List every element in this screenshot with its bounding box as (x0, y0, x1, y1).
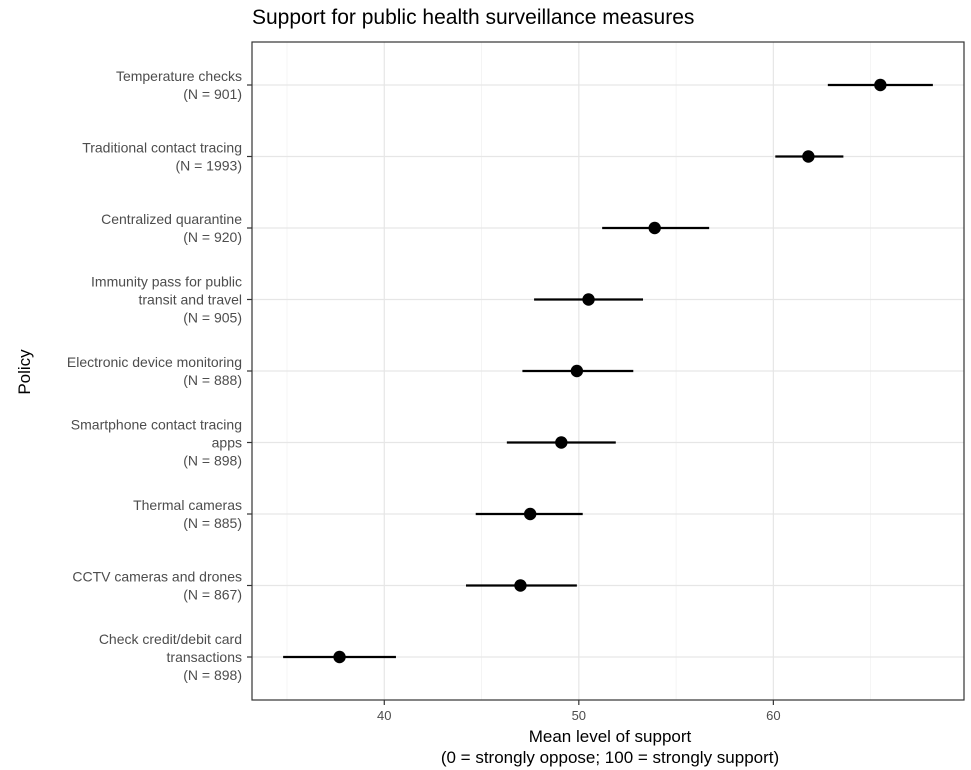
y-tick-label-line: apps (212, 435, 242, 451)
y-tick-label-line: CCTV cameras and drones (72, 569, 242, 585)
mean-point (874, 78, 887, 92)
mean-point (582, 293, 595, 306)
x-axis-label: Mean level of support (0 = strongly oppo… (360, 726, 860, 768)
y-tick-label: Centralized quarantine (N = 920) (101, 211, 242, 245)
mean-point (648, 221, 661, 235)
y-tick-label-line: Temperature checks (116, 68, 242, 84)
y-tick-label: Temperature checks (N = 901) (116, 68, 242, 102)
y-tick-label-line: transactions (167, 649, 242, 665)
plot-title: Support for public health surveillance m… (252, 6, 695, 29)
mean-point (514, 579, 527, 592)
mean-point (523, 507, 537, 521)
x-tick-label: 60 (766, 708, 780, 723)
y-tick-label-line: (N = 901) (183, 86, 242, 102)
y-tick-label-line: (N = 898) (183, 453, 242, 469)
y-tick-label: Check credit/debit card transactions (N = … (99, 631, 242, 683)
y-tick-label-line: Smartphone contact tracing (71, 417, 242, 433)
y-tick-label-line: (N = 1993) (175, 158, 242, 174)
mean-point (802, 150, 815, 163)
y-tick-label-line: (N = 920) (183, 229, 242, 245)
y-tick-label: Thermal cameras (N = 885) (133, 497, 242, 531)
y-tick-label-line: (N = 885) (183, 515, 242, 531)
y-tick-label-line: (N = 888) (183, 372, 242, 388)
y-tick-label: CCTV cameras and drones (N = 867) (72, 569, 242, 603)
y-tick-label-line: Centralized quarantine (101, 211, 242, 227)
y-tick-label-line: (N = 905) (183, 310, 242, 326)
y-tick-label-line: Thermal cameras (133, 497, 242, 513)
y-tick-label: Traditional contact tracing (N = 1993) (82, 140, 242, 174)
mean-point (555, 436, 568, 449)
y-tick-label-line: Immunity pass for public (91, 274, 242, 290)
y-tick-label-line: transit and travel (139, 292, 243, 308)
y-tick-label: Immunity pass for public transit and trav… (91, 274, 242, 326)
x-axis-label-line: Mean level of support (528, 727, 692, 746)
y-tick-label-line: (N = 867) (183, 587, 242, 603)
mean-point (570, 364, 584, 378)
mean-point (333, 650, 346, 664)
x-axis-label-line: (0 = strongly oppose; 100 = strongly sup… (440, 748, 780, 767)
y-tick-label: Electronic device monitoring (N = 888) (67, 354, 242, 388)
y-tick-label-line: Electronic device monitoring (67, 354, 242, 370)
y-tick-label-line: Check credit/debit card (99, 631, 242, 647)
y-tick-label-line: (N = 898) (183, 667, 242, 683)
y-tick-label: Smartphone contact tracing apps (N = 898) (71, 417, 242, 469)
x-tick-label: 40 (377, 708, 391, 723)
y-tick-label-line: Traditional contact tracing (82, 140, 242, 156)
x-tick-label: 50 (572, 708, 586, 723)
